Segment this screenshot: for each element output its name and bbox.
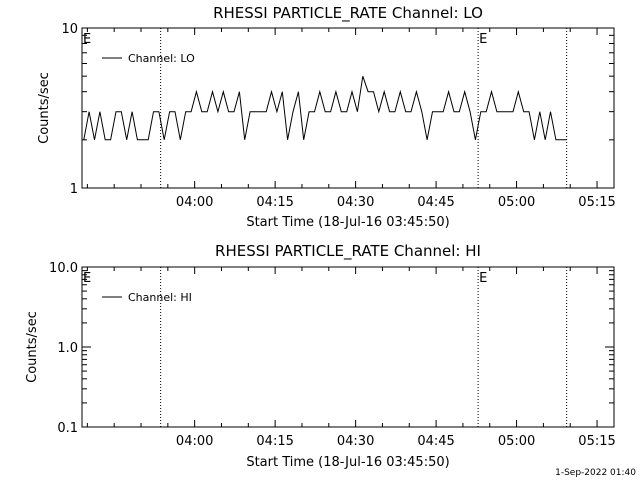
legend-entry: Channel: LO — [128, 52, 195, 65]
event-marker: E — [479, 32, 487, 47]
x-tick-label: 04:30 — [337, 195, 374, 210]
chart-title: RHESSI PARTICLE_RATE Channel: LO — [213, 4, 483, 23]
y-axis-label: Counts/sec — [25, 311, 40, 383]
legend-entry: Channel: HI — [128, 291, 192, 304]
x-tick-label: 04:30 — [337, 434, 374, 449]
y-tick-label: 1 — [70, 182, 78, 197]
x-tick-label: 04:00 — [176, 434, 213, 449]
y-tick-label: 10 — [61, 22, 78, 37]
chart-title: RHESSI PARTICLE_RATE Channel: HI — [215, 242, 481, 261]
event-marker: E — [479, 271, 487, 286]
y-tick-label: 10.0 — [49, 261, 78, 276]
y-axis-label: Counts/sec — [37, 72, 52, 144]
event-marker: E — [83, 271, 91, 286]
x-tick-label: 05:15 — [578, 434, 615, 449]
x-tick-label: 04:45 — [417, 434, 454, 449]
series-line — [83, 76, 567, 141]
x-tick-label: 05:00 — [498, 195, 535, 210]
footer-timestamp: 1-Sep-2022 01:40 — [555, 468, 636, 478]
x-tick-label: 04:00 — [176, 195, 213, 210]
event-marker: E — [83, 32, 91, 47]
x-tick-label: 04:45 — [417, 195, 454, 210]
x-tick-label: 05:00 — [498, 434, 535, 449]
y-tick-label: 1.0 — [57, 341, 78, 356]
y-tick-label: 0.1 — [57, 421, 78, 436]
x-tick-label: 04:15 — [256, 434, 293, 449]
x-tick-label: 04:15 — [256, 195, 293, 210]
plot-frame — [81, 27, 615, 189]
x-axis-label: Start Time (18-Jul-16 03:45:50) — [246, 215, 449, 230]
x-tick-label: 05:15 — [578, 195, 615, 210]
x-axis-label: Start Time (18-Jul-16 03:45:50) — [246, 455, 449, 470]
